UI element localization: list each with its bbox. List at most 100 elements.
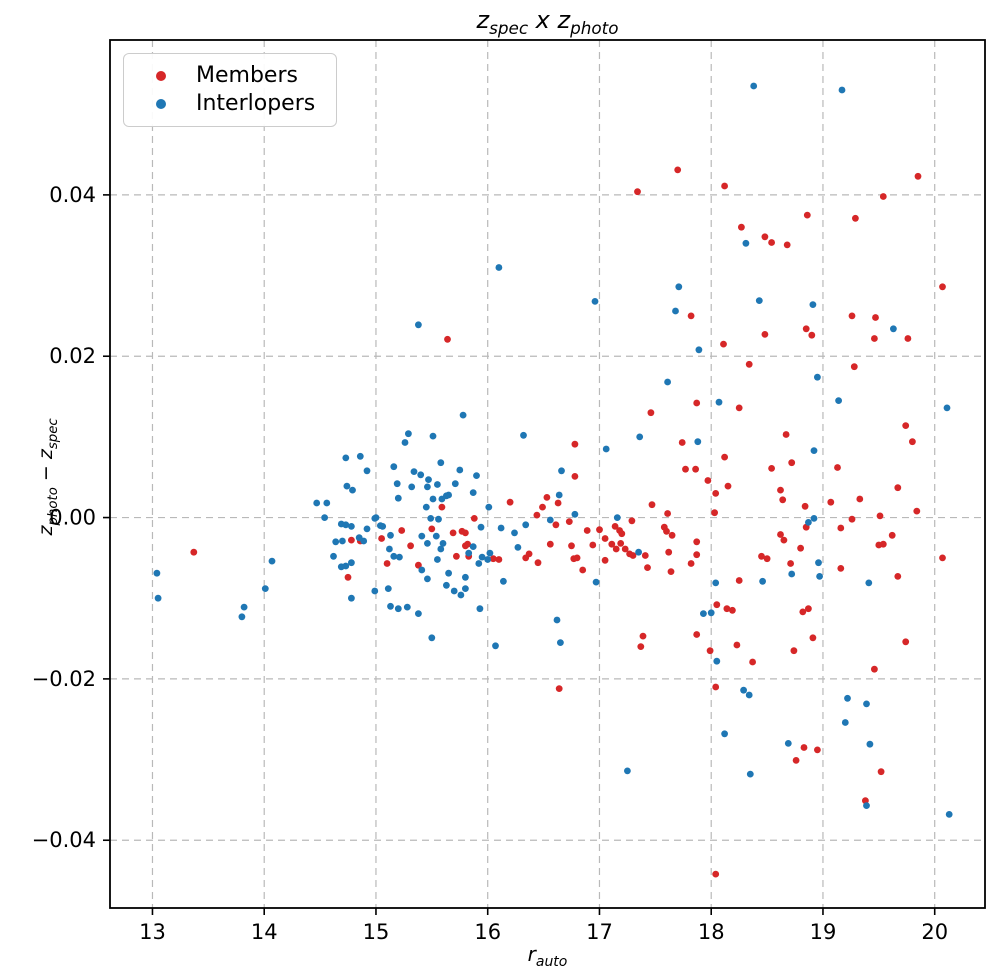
scatter-point [721, 182, 728, 190]
scatter-point [678, 439, 686, 446]
scatter-point [424, 483, 431, 491]
scatter-point [802, 325, 810, 333]
scatter-point [408, 483, 416, 491]
scatter-point [939, 283, 946, 291]
scatter-point [815, 559, 822, 567]
scatter-point [589, 541, 597, 549]
legend-label-interlopers: Interlopers [196, 91, 316, 116]
scatter-point [790, 647, 798, 655]
scatter-point [668, 531, 676, 539]
scatter-point [424, 540, 431, 547]
scatter-point [451, 480, 459, 488]
scatter-point [500, 577, 507, 585]
scatter-point [943, 404, 951, 412]
scatter-point [837, 565, 845, 572]
x-tick-label: 15 [363, 920, 390, 944]
scatter-point [913, 507, 921, 515]
scatter-point [190, 548, 198, 556]
scatter-point [800, 744, 808, 751]
scatter-point [443, 581, 450, 589]
scatter-point [470, 515, 478, 522]
scatter-point [735, 404, 743, 412]
chart-title: zspec x zphoto [476, 6, 619, 38]
scatter-point [848, 312, 856, 320]
scatter-point [434, 556, 441, 563]
scatter-point [682, 465, 689, 473]
scatter-point [761, 331, 769, 338]
scatter-point [437, 459, 445, 467]
scatter-point [533, 511, 541, 519]
scatter-point [848, 515, 856, 523]
scatter-point [672, 307, 679, 315]
scatter-point [371, 515, 379, 522]
scatter-point [342, 562, 350, 570]
scatter-point [777, 531, 784, 538]
scatter-point [902, 638, 910, 646]
scatter-point [570, 555, 578, 563]
scatter-point [879, 193, 887, 200]
scatter-point [788, 459, 796, 467]
scatter-point [712, 579, 720, 587]
scatter-point [639, 632, 647, 640]
legend-label-members: Members [196, 63, 298, 88]
scatter-point [415, 561, 422, 569]
scatter-point [477, 523, 485, 531]
scatter-point [733, 641, 741, 649]
scatter-point [700, 610, 707, 617]
scatter-point [875, 541, 883, 549]
scatter-point [890, 325, 897, 333]
scatter-point [838, 86, 846, 94]
scatter-point [330, 552, 337, 560]
scatter-point [583, 527, 591, 534]
scatter-point [871, 665, 878, 673]
scatter-point [410, 468, 418, 475]
scatter-point [390, 552, 398, 560]
scatter-point [568, 542, 575, 550]
scatter-point [424, 575, 431, 583]
scatter-point [445, 569, 452, 577]
scatter-point [394, 605, 402, 613]
x-tick-label: 18 [698, 920, 725, 944]
scatter-point [808, 331, 816, 339]
tick-marks [103, 194, 936, 915]
scatter-point [694, 438, 702, 446]
scatter-point [866, 740, 874, 748]
scatter-point [557, 639, 564, 646]
scatter-point [565, 518, 573, 525]
scatter-point [342, 521, 350, 529]
scatter-point [664, 510, 671, 517]
scatter-point [453, 552, 460, 560]
x-tick-label: 17 [586, 920, 613, 944]
scatter-point [914, 172, 922, 180]
scatter-point [401, 439, 409, 446]
legend-item-members: Members [124, 62, 336, 90]
x-axis-label: rauto [527, 942, 568, 970]
scatter-point [768, 465, 775, 472]
scatter-point [407, 542, 414, 550]
scatter-point [803, 211, 811, 219]
scatter-point [761, 233, 769, 241]
scatter-point [945, 811, 953, 818]
y-tick-label: 0.00 [49, 506, 96, 530]
scatter-point [805, 519, 812, 526]
scatter-point [387, 602, 394, 610]
scatter-point [534, 559, 542, 567]
scatter-point [720, 340, 727, 348]
scatter-point [814, 373, 821, 381]
y-tick-label: −0.04 [32, 828, 96, 852]
scatter-point [435, 515, 442, 523]
scatter-point [484, 556, 492, 563]
scatter-point [729, 606, 736, 614]
scatter-point [558, 467, 565, 475]
scatter-point [745, 360, 753, 368]
scatter-point [693, 399, 701, 407]
interlopers-points-group [153, 82, 953, 818]
scatter-point [475, 560, 483, 567]
tick-labels: 13 14 15 16 17 18 19 20 0.04 0.02 0.00 −0.02 −0.04 [32, 183, 948, 944]
scatter-point [522, 521, 530, 529]
scatter-point [356, 452, 364, 460]
scatter-point [348, 594, 355, 602]
scatter-point [464, 540, 471, 548]
scatter-point [692, 465, 699, 473]
